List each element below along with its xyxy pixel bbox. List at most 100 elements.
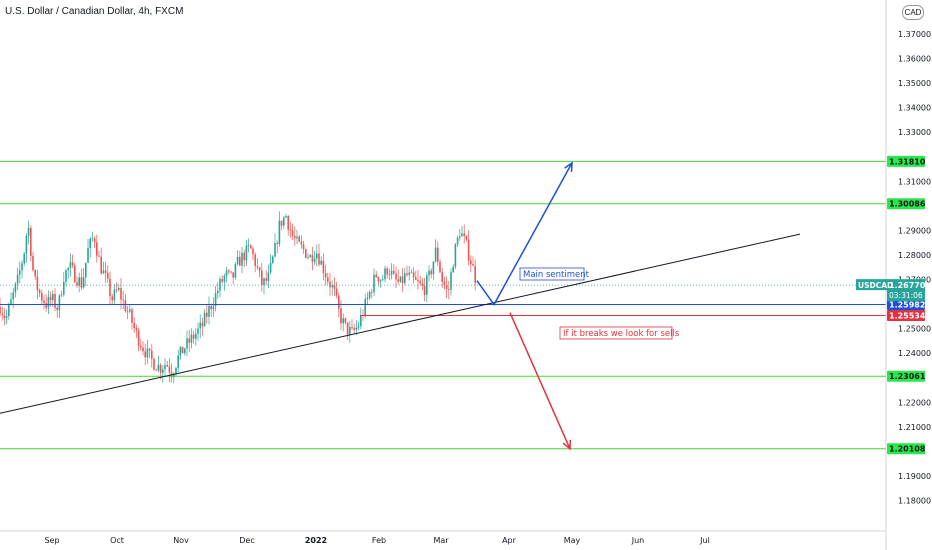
candle-body [23, 253, 25, 264]
candle-body [3, 315, 6, 319]
candle-body [111, 296, 113, 301]
candle-body [197, 328, 199, 334]
candle-body [456, 237, 459, 245]
candle-body [32, 255, 34, 270]
main-sentiment-label-box [519, 267, 585, 281]
price-tick-label: 1.22000 [898, 398, 931, 407]
candle-body [278, 220, 281, 245]
candle-body [443, 281, 446, 286]
candle-body [126, 311, 129, 313]
candle-body [199, 322, 201, 329]
candle-body [267, 272, 270, 281]
candle-body [465, 235, 468, 240]
candle-body [302, 244, 305, 250]
current-price-bg [887, 279, 925, 302]
candle-body [263, 278, 265, 286]
price-tick-label: 1.29000 [898, 226, 931, 235]
candle-body [285, 215, 287, 218]
candle-body [159, 365, 162, 373]
candle-body [144, 351, 146, 358]
time-tick-label: Jun [631, 536, 645, 545]
candle-body [21, 263, 23, 271]
currency-button[interactable]: CAD [902, 5, 924, 20]
candle-body [34, 269, 36, 277]
candle-body [327, 277, 329, 282]
candle-body [10, 299, 12, 305]
candle-body [71, 262, 74, 266]
candle-body [153, 358, 155, 370]
candle-body [228, 270, 230, 272]
candle-body [322, 260, 325, 274]
candle-body [298, 236, 300, 242]
price-tick-label: 1.25000 [898, 325, 931, 334]
candle-body [289, 229, 292, 231]
candle-body [261, 270, 263, 286]
candle-body [329, 281, 331, 288]
candle-body [67, 268, 69, 271]
candle-body [98, 255, 100, 257]
candle-body [164, 364, 166, 370]
candle-body [252, 248, 254, 255]
candle-body [300, 241, 303, 245]
candle-body [115, 289, 118, 291]
candle-body [395, 273, 397, 280]
candle-body [38, 290, 41, 294]
candle-body [320, 260, 322, 265]
candlestick-series [0, 211, 476, 384]
drawings: Main sentiment If it breaks we look for s… [0, 161, 801, 451]
level-price-label-bg [887, 155, 925, 167]
candle-body [417, 279, 419, 282]
candle-body [217, 290, 219, 294]
price-tick-label: 1.35000 [898, 79, 931, 88]
candle-body [474, 265, 476, 284]
level-price-label: 1.23061 [889, 372, 926, 381]
candle-body [162, 369, 164, 373]
candle-body [142, 347, 144, 352]
candle-body [366, 297, 369, 300]
candle-body [124, 300, 127, 312]
candle-body [219, 278, 221, 291]
candle-body [331, 285, 333, 288]
candle-body [243, 252, 245, 261]
candle-body [58, 295, 61, 311]
candle-body [173, 373, 175, 378]
candle-body [47, 296, 50, 308]
symbol-tag: USDCAD [858, 281, 893, 290]
candle-body [459, 236, 461, 238]
candle-body [245, 245, 248, 261]
candle-body [355, 327, 358, 330]
candle-body [287, 215, 289, 230]
candle-body [342, 318, 344, 324]
candle-body [333, 285, 336, 289]
candle-body [401, 276, 404, 283]
level-price-label: 1.31810 [889, 157, 926, 166]
candle-body [241, 252, 243, 266]
candle-body [346, 322, 349, 335]
candle-body [107, 272, 109, 279]
candle-body [386, 268, 388, 275]
candle-body [43, 300, 45, 304]
price-axis: 1.37000 1.36000 1.35000 1.34000 1.33000 1.310… [856, 0, 931, 550]
candle-body [335, 288, 338, 296]
candle-body [397, 279, 399, 282]
candle-body [80, 277, 83, 288]
current-price-label: 1.26770 [889, 281, 926, 290]
candle-body [148, 348, 151, 351]
candle-body [19, 270, 21, 275]
candle-body [230, 271, 232, 273]
candle-body [351, 327, 353, 329]
candle-body [85, 262, 87, 278]
candle-body [201, 322, 204, 327]
candle-body [91, 238, 94, 240]
bearish-arrow [509, 312, 571, 450]
time-tick-label: Dec [239, 536, 254, 545]
candle-body [166, 364, 168, 367]
candle-body [102, 270, 105, 274]
time-tick-label: Feb [372, 536, 386, 545]
candle-body [340, 308, 342, 324]
price-tick-label: 1.19000 [898, 472, 931, 481]
candle-body [184, 348, 186, 354]
candle-body [309, 255, 311, 258]
price-tick-label: 1.34000 [898, 104, 931, 113]
